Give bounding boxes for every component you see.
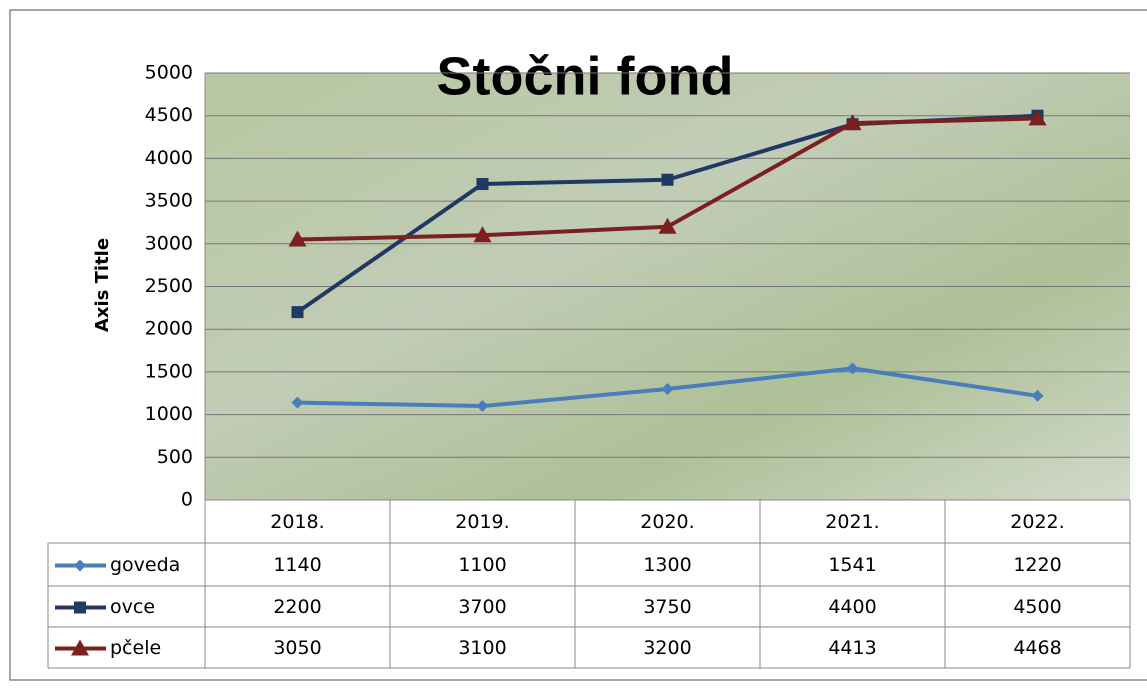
data-point [473,226,492,243]
table-value: 1220 [1013,554,1061,576]
x-tick-label: 2019. [455,511,509,533]
table-value: 4468 [1013,637,1061,659]
table-value: 3200 [643,637,691,659]
table-value: 4400 [828,596,876,618]
x-tick-label: 2022. [1010,511,1064,533]
y-tick-label: 4500 [145,104,193,126]
y-tick-label: 1500 [145,360,193,382]
data-point [476,400,489,413]
y-tick-label: 2000 [145,318,193,340]
data-point [288,230,307,247]
y-tick-label: 3000 [145,232,193,254]
y-tick-label: 3500 [145,190,193,212]
data-point [1031,389,1044,402]
table-value: 2200 [273,596,321,618]
table-value: 1100 [458,554,506,576]
x-tick-label: 2018. [270,511,324,533]
chart-title: Stočni fond [437,46,734,106]
table-value: 3750 [643,596,691,618]
data-point [1028,109,1047,126]
data-point [476,178,489,191]
y-tick-label: 500 [157,446,193,468]
legend-label: pčele [110,637,161,659]
legend-label: goveda [110,554,180,576]
y-tick-label: 1000 [145,403,193,425]
y-tick-label: 0 [181,489,193,511]
table-value: 3100 [458,637,506,659]
table-value: 4500 [1013,596,1061,618]
data-point [661,382,674,395]
table-value: 4413 [828,637,876,659]
y-tick-label: 2500 [145,275,193,297]
data-point [658,217,677,234]
legend-marker [71,639,89,656]
legend-marker [74,559,86,572]
data-point [661,173,674,186]
table-value: 1140 [273,554,321,576]
data-point [291,396,304,409]
table-value: 1541 [828,554,876,576]
legend-label: ovce [110,596,155,618]
table-value: 3050 [273,637,321,659]
table-value: 3700 [458,596,506,618]
y-axis-title: Axis Title [92,238,113,332]
x-tick-label: 2020. [640,511,694,533]
data-point [843,114,862,131]
x-tick-label: 2021. [825,511,879,533]
legend-marker [74,601,86,614]
table-value: 1300 [643,554,691,576]
data-point [846,362,859,375]
y-tick-label: 5000 [145,62,193,84]
y-tick-label: 4000 [145,147,193,169]
data-point [291,306,304,319]
